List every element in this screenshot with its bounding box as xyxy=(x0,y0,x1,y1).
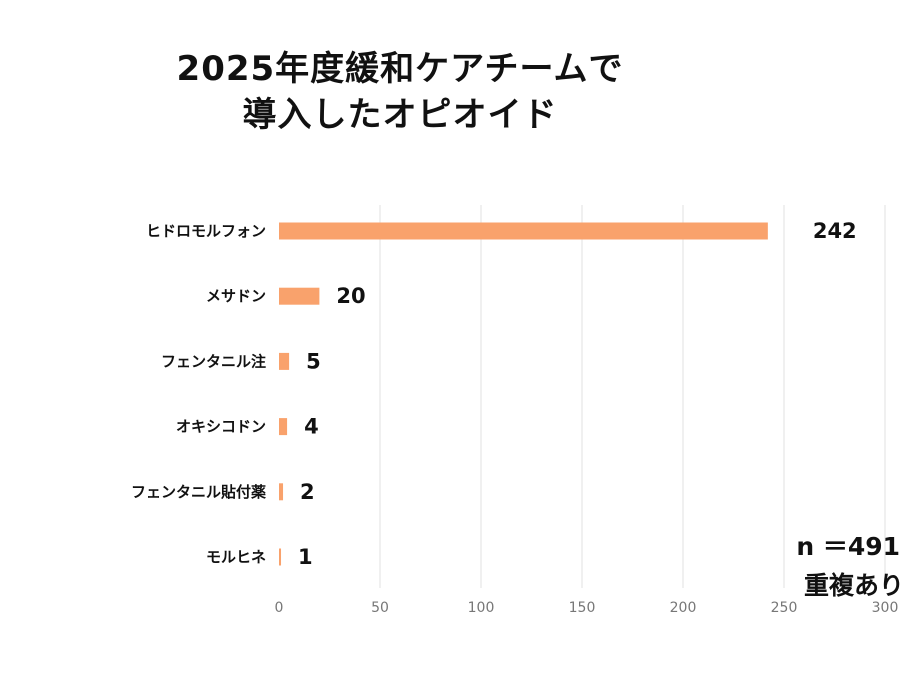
duplicate-note: 重複あり xyxy=(803,571,904,600)
bar xyxy=(279,483,284,501)
x-tick-label: 300 xyxy=(872,600,899,616)
sample-size-note: n ＝491 xyxy=(796,532,900,561)
bar xyxy=(279,287,320,305)
category-label: オキシコドン xyxy=(176,418,266,436)
category-label: モルヒネ xyxy=(206,548,266,566)
x-tick-label: 250 xyxy=(771,600,798,616)
x-tick-label: 100 xyxy=(468,600,495,616)
category-label: ヒドロモルフォン xyxy=(146,222,266,240)
x-tick-label: 0 xyxy=(275,600,284,616)
category-label: フェンタニル注 xyxy=(161,352,266,370)
data-label: 20 xyxy=(336,284,365,308)
bar xyxy=(279,548,282,566)
bar xyxy=(279,418,288,436)
category-label: フェンタニル貼付薬 xyxy=(131,483,266,501)
bar xyxy=(279,352,290,370)
x-tick-label: 200 xyxy=(670,600,697,616)
data-label: 5 xyxy=(306,349,321,373)
data-label: 242 xyxy=(813,219,857,243)
chart-title-line-1: 2025年度緩和ケアチームで xyxy=(176,49,624,89)
data-label: 1 xyxy=(298,545,313,569)
bar xyxy=(279,222,768,240)
data-label: 2 xyxy=(300,480,315,504)
x-tick-label: 150 xyxy=(569,600,596,616)
category-label: メサドン xyxy=(206,287,266,305)
chart-title-line-2: 導入したオピオイド xyxy=(242,95,558,135)
data-label: 4 xyxy=(304,415,319,439)
x-tick-label: 50 xyxy=(371,600,389,616)
